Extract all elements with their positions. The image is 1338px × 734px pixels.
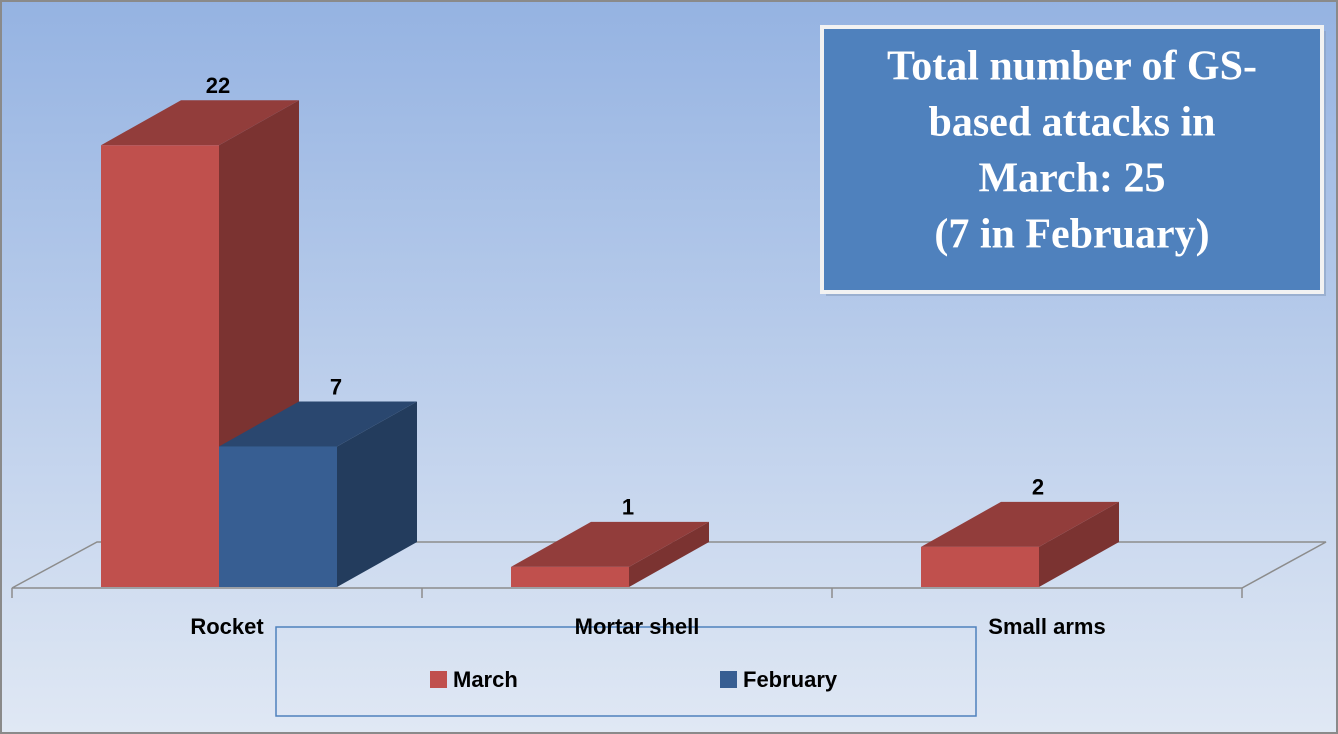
- legend-label: March: [453, 667, 518, 692]
- bar-front: [921, 546, 1039, 587]
- bar-front: [101, 145, 219, 588]
- annotation-line: based attacks in: [928, 100, 1215, 146]
- legend-box: [275, 626, 977, 717]
- bar-front: [511, 566, 629, 587]
- bar: [101, 100, 299, 588]
- annotation-line: Total number of GS-: [887, 44, 1257, 90]
- bar: [511, 521, 709, 587]
- bar: [219, 401, 417, 587]
- annotation-line: March: 25: [978, 156, 1165, 202]
- x-tick-label: Rocket: [190, 614, 264, 639]
- legend-swatch: [720, 671, 737, 688]
- bar-side: [337, 401, 417, 587]
- value-label: 7: [330, 374, 342, 399]
- x-tick-label: Mortar shell: [575, 614, 700, 639]
- legend: March February: [430, 667, 838, 692]
- bar: [921, 501, 1119, 587]
- bar-top: [219, 401, 417, 447]
- value-label: 2: [1032, 475, 1044, 500]
- bar-side: [1039, 501, 1119, 587]
- bar-top: [921, 501, 1119, 547]
- value-label: 1: [622, 495, 634, 520]
- legend-label: February: [743, 667, 838, 692]
- annotation: Total number of GS-based attacks in March…: [887, 44, 1257, 258]
- bars: 22 1 2 7: [101, 73, 1119, 588]
- bar-top: [101, 100, 299, 146]
- annotation-line: (7 in February): [934, 212, 1209, 258]
- x-tick-label: Small arms: [988, 614, 1105, 639]
- bar-side: [629, 521, 709, 587]
- value-label: 22: [206, 73, 230, 98]
- legend-swatch: [430, 671, 447, 688]
- bar-top: [511, 521, 709, 567]
- category-ticks: [11, 588, 1243, 598]
- annotation-box: [820, 25, 1324, 294]
- bar-front: [219, 446, 337, 587]
